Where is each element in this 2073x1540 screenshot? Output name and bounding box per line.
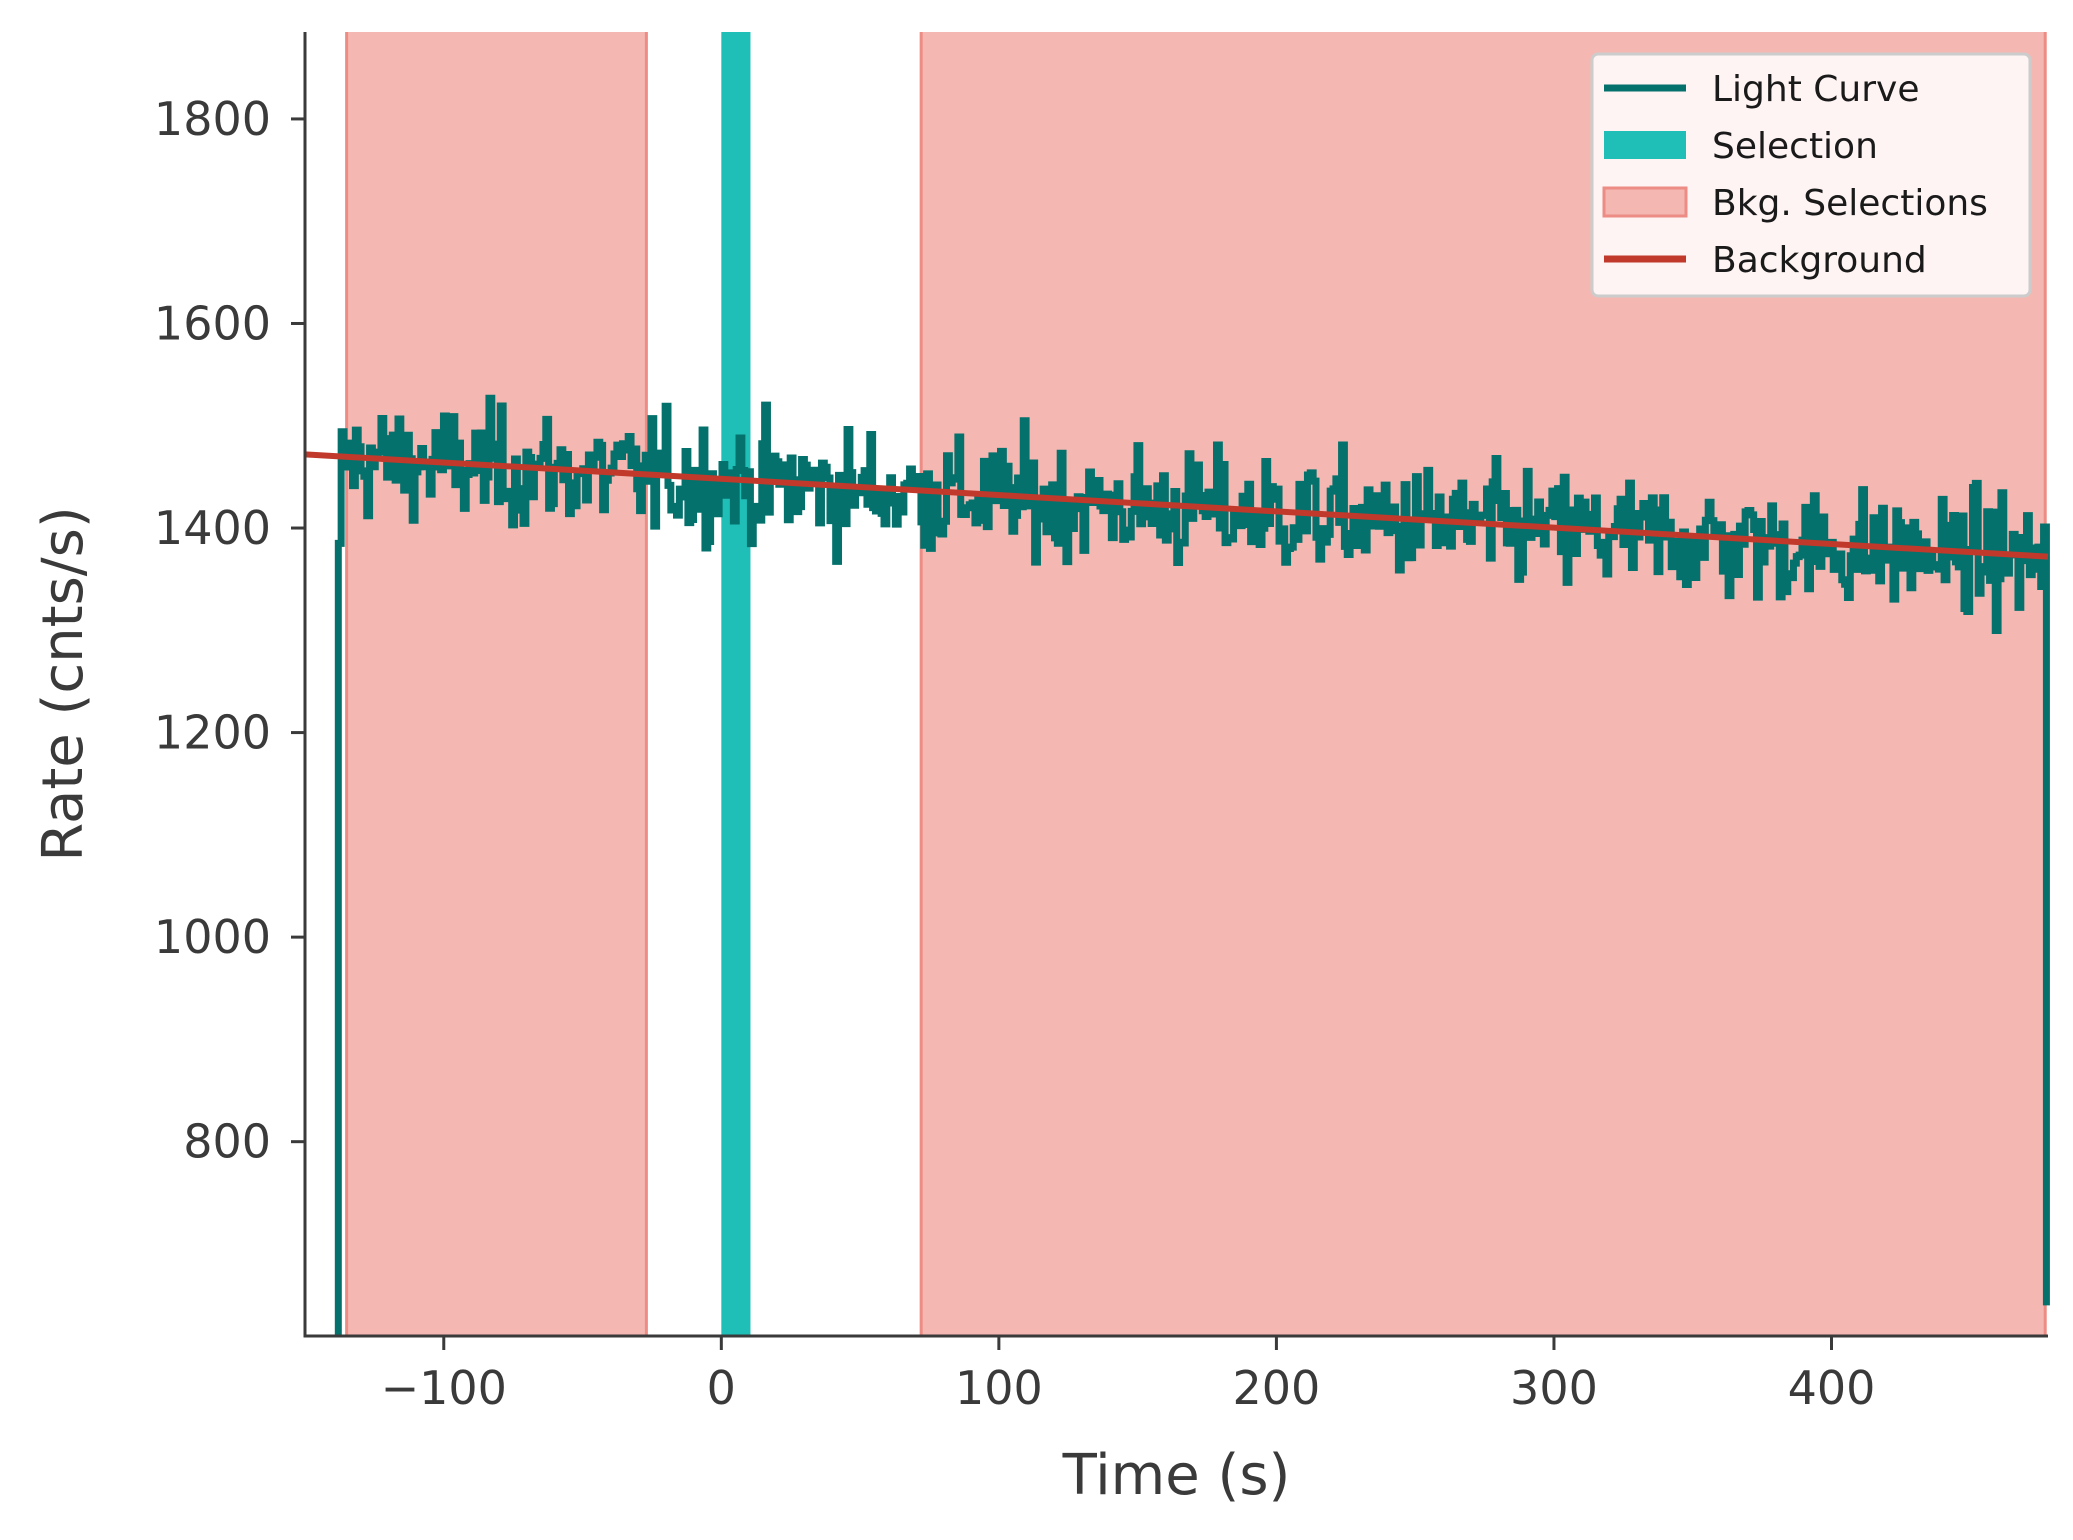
x-tick-label-4: 300 <box>1510 1361 1598 1415</box>
x-tick-label-1: 0 <box>707 1361 736 1415</box>
legend-label-light_curve: Light Curve <box>1712 69 1920 110</box>
background-fit-layer <box>304 451 2049 560</box>
y-tick-label-3: 1400 <box>154 501 271 555</box>
y-axis-label: Rate (cnts/s) <box>31 506 96 861</box>
legend-label-selection: Selection <box>1712 126 1878 167</box>
y-tick-label-4: 1600 <box>154 296 271 350</box>
selection-layer <box>721 32 751 1336</box>
x-tick-label-5: 400 <box>1788 1361 1876 1415</box>
bkg-selections-layer <box>345 32 2047 1336</box>
legend-label-background: Background <box>1712 240 1927 281</box>
y-tick-label-0: 800 <box>183 1115 271 1169</box>
axes-layer: −100 0 100 200 300 400 800 1000 1200 1400 1600 1800… <box>31 32 2048 1508</box>
legend-handle-bkg <box>1602 186 1688 218</box>
legend-handle-selection <box>1604 131 1686 159</box>
legend-box <box>1590 52 2032 298</box>
y-tick-label-5: 1800 <box>154 92 271 146</box>
y-tick-label-2: 1200 <box>154 706 271 760</box>
legend-label-bkg: Bkg. Selections <box>1712 183 1988 224</box>
bkg-selection-0 <box>346 32 647 1336</box>
legend: Light Curve Selection Bkg. Selections Backg… <box>1590 52 2032 298</box>
x-tick-label-3: 200 <box>1233 1361 1321 1415</box>
x-tick-label-2: 100 <box>955 1361 1043 1415</box>
y-tick-label-1: 1000 <box>154 910 271 964</box>
selection-region <box>721 32 751 1336</box>
background-fit-line <box>304 451 2049 560</box>
x-axis-label: Time (s) <box>1062 1443 1291 1508</box>
x-tick-label-0: −100 <box>381 1361 507 1415</box>
